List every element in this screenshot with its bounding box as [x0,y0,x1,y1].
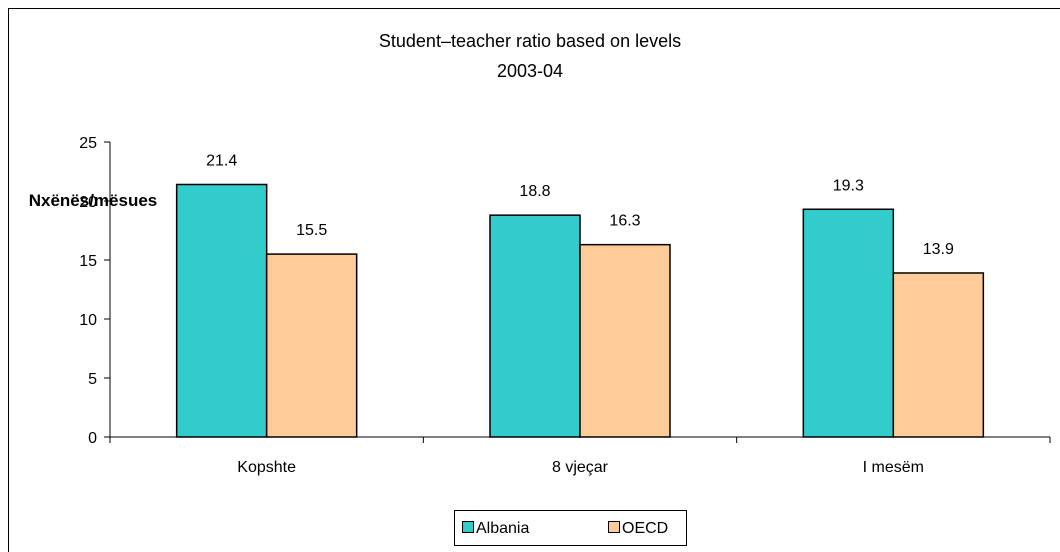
x-tick-label: I mesëm [863,459,924,476]
legend-swatch-oecd [608,521,620,533]
bar-oecd-1 [265,253,358,438]
y-tick-label: 20 [79,194,97,211]
y-tick-label: 5 [88,371,97,388]
bar-albania-3 [802,208,895,438]
bar-oecd-3 [892,272,985,438]
x-tick-label: 8 vjeçar [552,459,609,476]
chart-title: Student–teacher ratio based on levels [379,31,681,51]
legend-label-oecd: OECD [622,520,668,537]
y-tick-label: 0 [88,430,97,447]
legend [454,510,687,546]
data-label: 18.8 [519,183,550,200]
data-label: 19.3 [833,177,864,194]
chart-subtitle: 2003-04 [497,61,563,81]
y-axis-ticks: 0 5 10 15 20 25 [79,135,110,447]
bars [175,183,985,438]
y-tick-label: 15 [79,253,97,270]
legend-items: Albania OECD [462,520,668,537]
data-label: 13.9 [923,241,954,258]
x-axis-ticks: Kopshte 8 vjeçar I mesëm [109,437,1051,476]
data-label: 16.3 [609,213,640,230]
data-label: 21.4 [206,152,237,169]
x-tick-label: Kopshte [237,459,296,476]
bar-oecd-2 [579,243,671,438]
bar-albania-2 [489,214,581,438]
legend-label-albania: Albania [476,520,529,537]
data-label: 15.5 [296,222,327,239]
y-tick-label: 10 [79,312,97,329]
y-tick-label: 25 [79,135,97,152]
y-axis-label: Nxënës/mësues [29,191,158,210]
legend-swatch-albania [462,521,474,533]
bar-albania-1 [175,183,268,438]
data-labels: 21.4 15.5 18.8 16.3 19.3 13.9 [206,152,954,257]
